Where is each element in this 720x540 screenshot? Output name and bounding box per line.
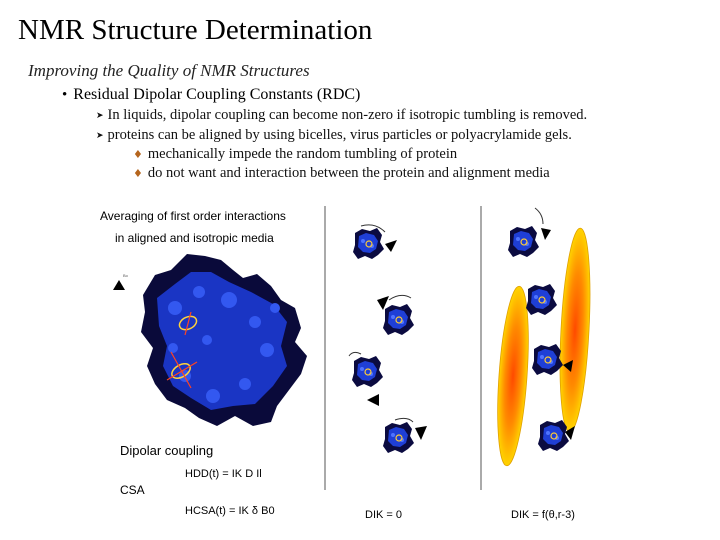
- large-protein-surface: [141, 254, 307, 426]
- arrow-bullet-icon: ➤: [96, 111, 104, 121]
- dipolar-coupling-label: Dipolar coupling: [120, 443, 213, 458]
- slide-title: NMR Structure Determination: [18, 14, 373, 46]
- dik-isotropic-label: DIK = 0: [365, 509, 402, 521]
- hdd-equation: HDD(t) = IK D Il: [185, 468, 262, 480]
- diamond-bullet-icon: ♦: [133, 148, 143, 161]
- sub-sub-point-2: ♦ do not want and interaction between the…: [133, 165, 550, 181]
- sub-point-2: ➤ proteins can be aligned by using bicell…: [96, 127, 572, 143]
- triangle-marker-icon: [113, 280, 125, 290]
- hcsa-equation: HCSA(t) = IK δ B0: [185, 505, 275, 517]
- figure-heading-1: Averaging of first order interactions: [100, 209, 286, 223]
- main-bullet: • Residual Dipolar Coupling Constants (RD…: [62, 86, 360, 104]
- figure-heading-2: in aligned and isotropic media: [115, 231, 274, 245]
- bicelles: [497, 227, 591, 467]
- main-bullet-text: Residual Dipolar Coupling Constants (RDC…: [73, 86, 361, 103]
- slide-subtitle: Improving the Quality of NMR Structures: [28, 61, 310, 80]
- arrow-bullet-icon: ➤: [96, 131, 104, 141]
- aligned-proteins: [507, 207, 575, 452]
- sub-point-1: ➤ In liquids, dipolar coupling can become…: [96, 107, 588, 123]
- bullet-dot-icon: •: [62, 87, 68, 103]
- sub-sub-point-1: ♦ mechanically impede the random tumbling…: [133, 146, 458, 162]
- isotropic-proteins: [348, 224, 427, 454]
- dik-aligned-label: DIK = f(θ,r-3): [511, 509, 575, 521]
- csa-label: CSA: [120, 483, 145, 497]
- svg-text:Bo: Bo: [123, 273, 129, 278]
- diamond-bullet-icon: ♦: [133, 167, 143, 180]
- rdc-figure: Averaging of first order interactions in…: [100, 206, 591, 521]
